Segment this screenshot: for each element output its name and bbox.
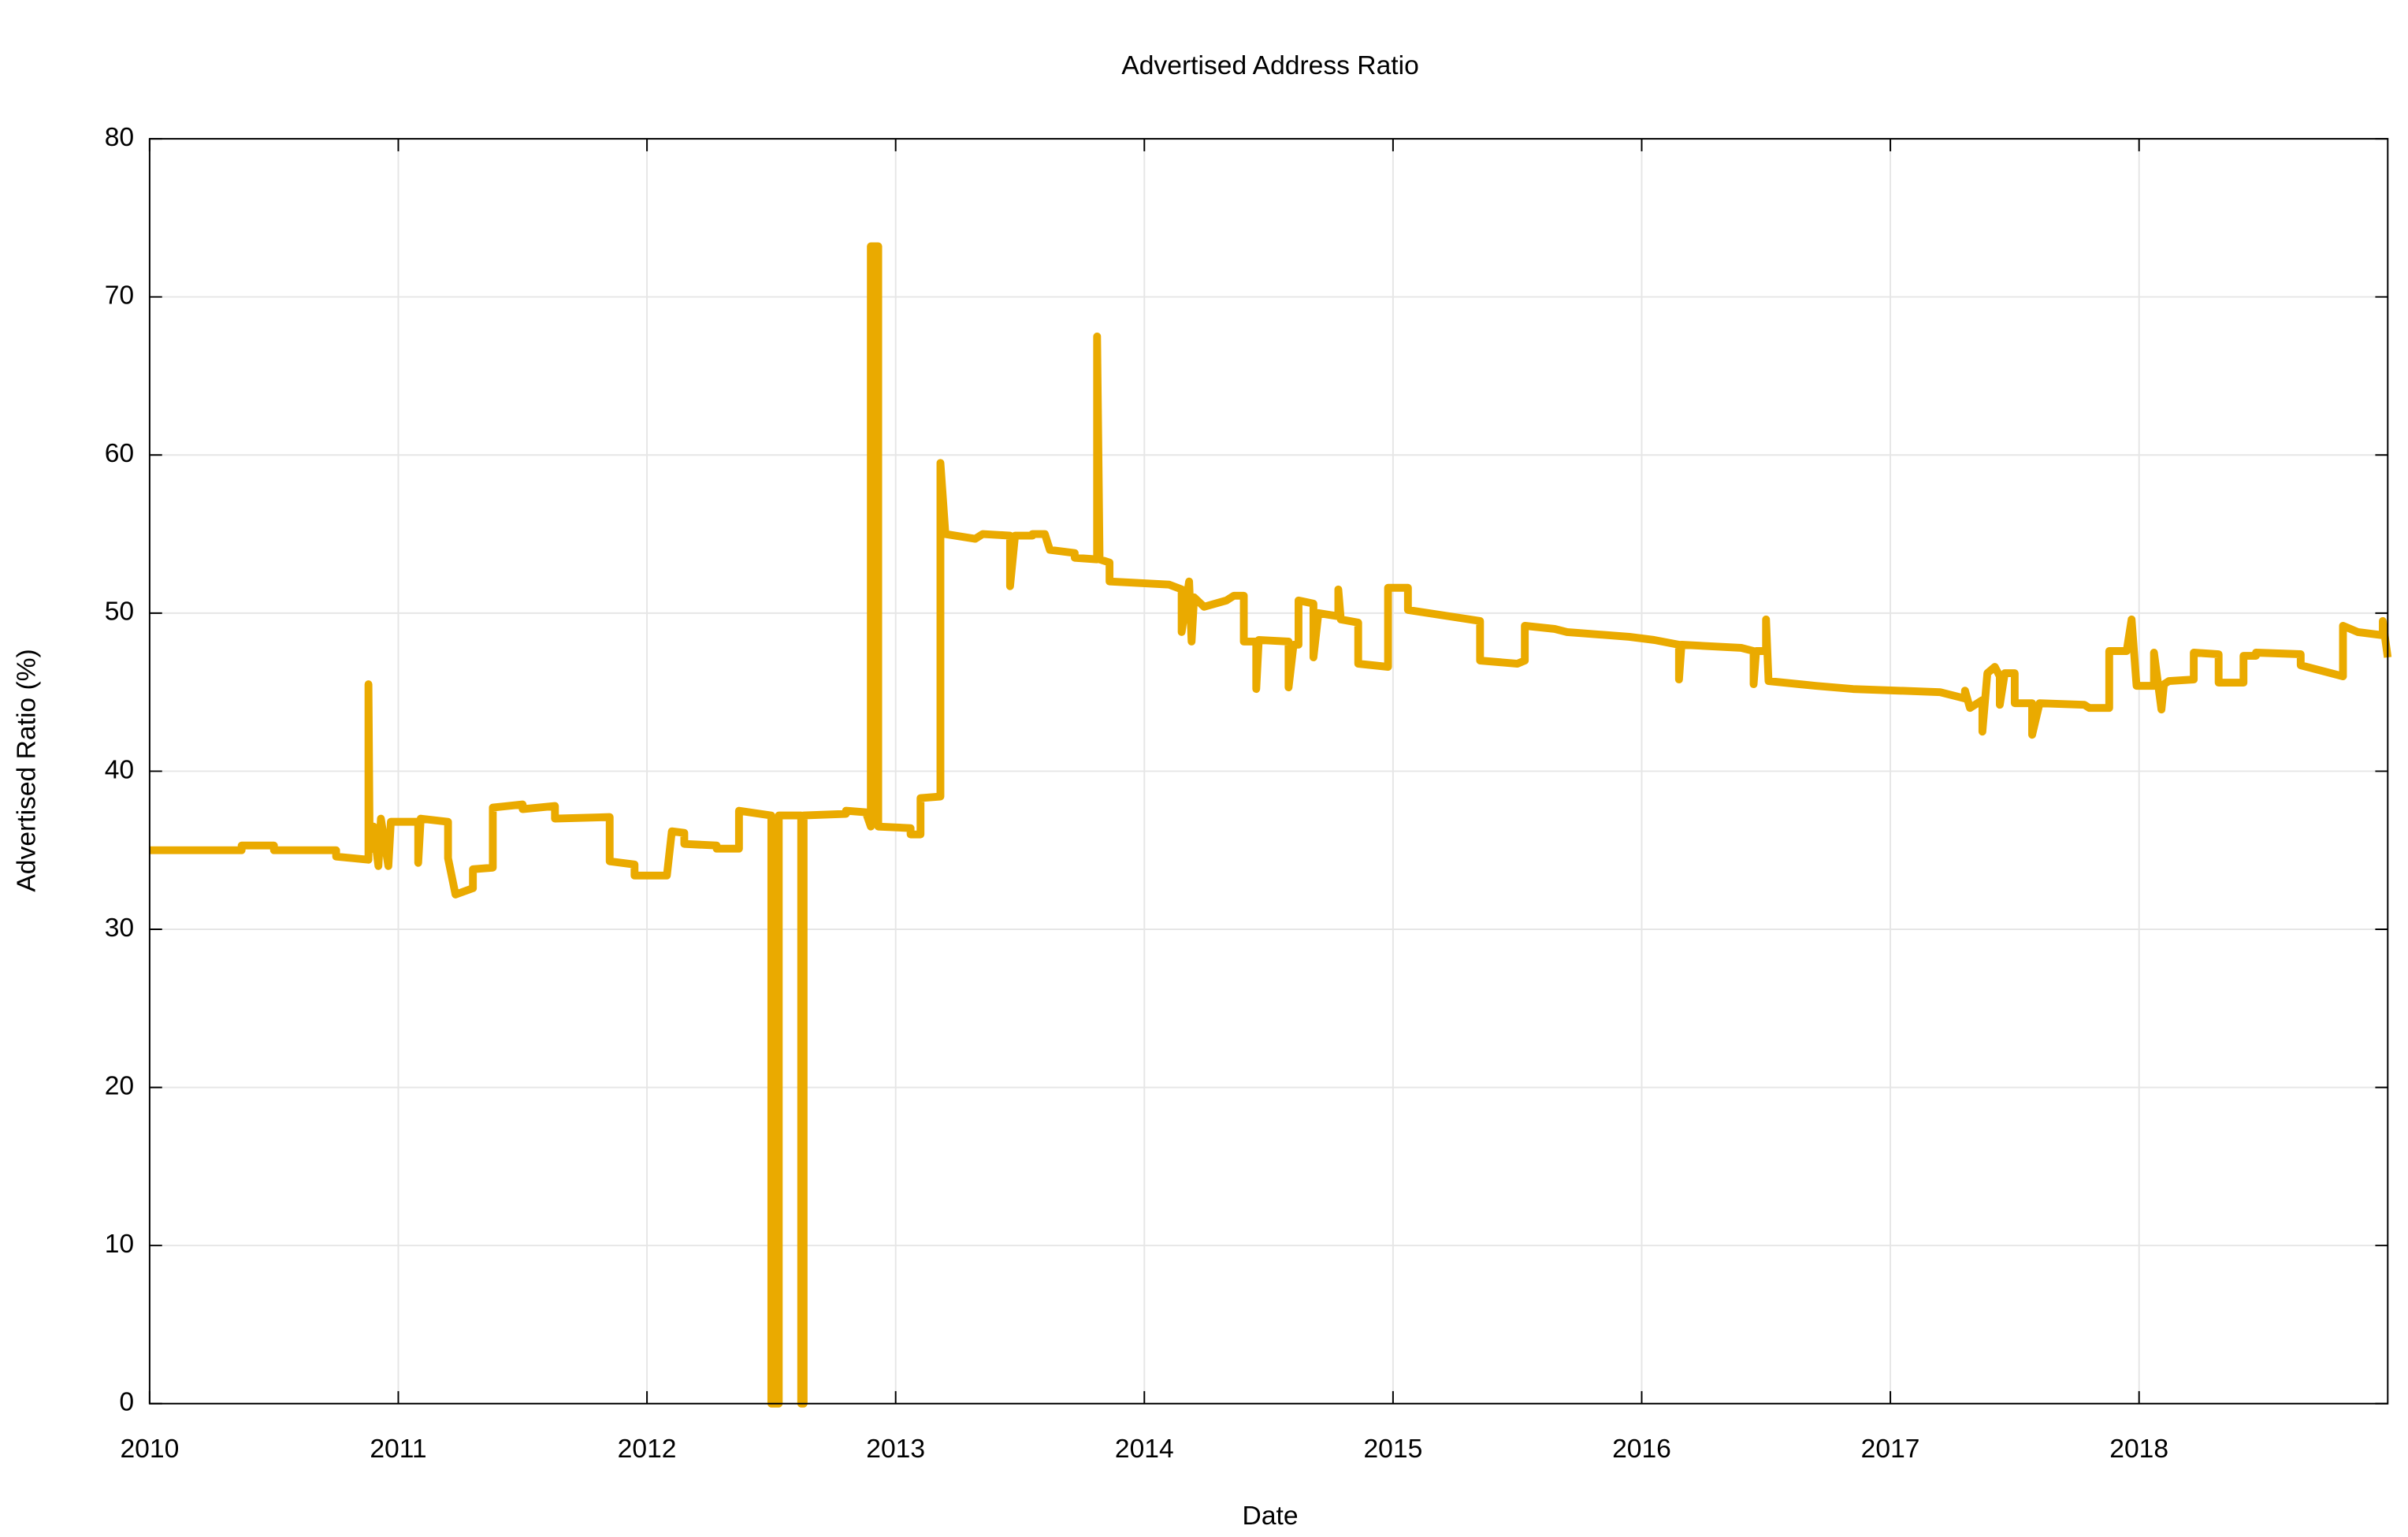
chart-title: Advertised Address Ratio xyxy=(1121,51,1418,80)
y-tick-label: 20 xyxy=(105,1071,134,1100)
x-tick-label: 2017 xyxy=(1861,1435,1920,1464)
y-tick-label: 70 xyxy=(105,281,134,311)
x-tick-label: 2012 xyxy=(618,1435,677,1464)
data-line xyxy=(149,242,2392,1408)
y-tick-label: 40 xyxy=(105,755,134,784)
x-tick-label: 2014 xyxy=(1115,1435,1174,1464)
x-axis-label: Date xyxy=(1243,1502,1299,1531)
grid xyxy=(148,138,2388,1405)
y-tick-label: 10 xyxy=(105,1230,134,1259)
x-tick-label: 2011 xyxy=(370,1435,426,1464)
x-tick-label: 2013 xyxy=(866,1435,925,1464)
x-tick-label: 2016 xyxy=(1612,1435,1671,1464)
plot xyxy=(149,242,2392,1408)
y-axis-label: Advertised Ratio (%) xyxy=(12,649,41,891)
x-tick-label: 2015 xyxy=(1363,1435,1422,1464)
y-tick-label: 80 xyxy=(105,123,134,152)
y-tick-label: 50 xyxy=(105,597,134,627)
y-tick-label: 0 xyxy=(119,1388,134,1417)
x-tick-label: 2010 xyxy=(120,1435,179,1464)
x-tick-label: 2018 xyxy=(2109,1435,2168,1464)
y-tick-label: 30 xyxy=(105,914,134,943)
y-tick-label: 60 xyxy=(105,439,134,468)
